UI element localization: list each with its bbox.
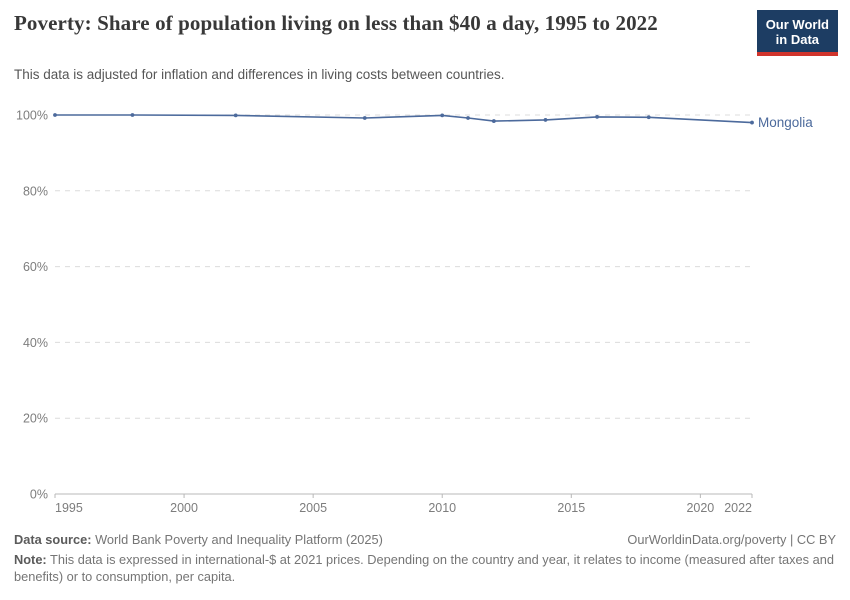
data-point-marker[interactable] bbox=[440, 113, 445, 118]
y-axis-tick-label: 100% bbox=[16, 109, 48, 123]
x-axis-tick-label: 2000 bbox=[170, 501, 198, 515]
data-point-marker[interactable] bbox=[595, 114, 600, 119]
note-label: Note: bbox=[14, 552, 47, 567]
data-point-marker[interactable] bbox=[750, 120, 754, 125]
data-point-marker[interactable] bbox=[53, 113, 57, 117]
page-title: Poverty: Share of population living on l… bbox=[14, 11, 658, 35]
series-end-label-mongolia[interactable]: Mongolia bbox=[758, 115, 813, 130]
data-point-marker[interactable] bbox=[466, 116, 470, 120]
chart-subtitle: This data is adjusted for inflation and … bbox=[14, 67, 505, 82]
x-axis-tick-label: 2015 bbox=[557, 501, 585, 515]
attribution-link: OurWorldinData.org/poverty | CC BY bbox=[627, 532, 836, 547]
y-axis-tick-label: 60% bbox=[23, 260, 48, 274]
owid-logo-line2: in Data bbox=[775, 32, 820, 47]
line-chart-plot[interactable]: 0% 20% 40% 60% 80% 100% 1995 2000 2005 2010 2015 20… bbox=[0, 100, 850, 530]
data-source-value: World Bank Poverty and Inequality Platfo… bbox=[91, 532, 383, 547]
y-axis-tick-label: 40% bbox=[23, 336, 48, 350]
data-point-marker[interactable] bbox=[233, 113, 238, 118]
x-axis-tick-label: 2010 bbox=[428, 501, 456, 515]
y-axis-tick-label: 80% bbox=[23, 184, 48, 198]
x-axis-tick-label: 1995 bbox=[55, 501, 83, 515]
y-axis-tick-label: 20% bbox=[23, 412, 48, 426]
x-axis-tick-label: 2020 bbox=[686, 501, 714, 515]
y-axis-tick-label: 0% bbox=[30, 488, 48, 502]
owid-logo-line1: Our World bbox=[765, 17, 829, 32]
data-point-marker[interactable] bbox=[491, 119, 496, 123]
note-value: This data is expressed in international-… bbox=[14, 552, 834, 584]
data-point-marker[interactable] bbox=[362, 116, 367, 120]
data-source-label: Data source: bbox=[14, 532, 92, 547]
x-axis-tick-label: 2005 bbox=[299, 501, 327, 515]
chart-footer: Data source: World Bank Poverty and Ineq… bbox=[14, 531, 836, 585]
owid-logo: Our World in Data bbox=[756, 10, 838, 56]
data-source: Data source: World Bank Poverty and Ineq… bbox=[14, 531, 383, 548]
data-point-marker[interactable] bbox=[646, 115, 651, 120]
data-point-marker[interactable] bbox=[543, 118, 548, 122]
chart-note: Note: This data is expressed in internat… bbox=[14, 551, 834, 585]
data-point-marker[interactable] bbox=[130, 113, 135, 117]
x-axis-tick-label: 2022 bbox=[724, 501, 752, 515]
